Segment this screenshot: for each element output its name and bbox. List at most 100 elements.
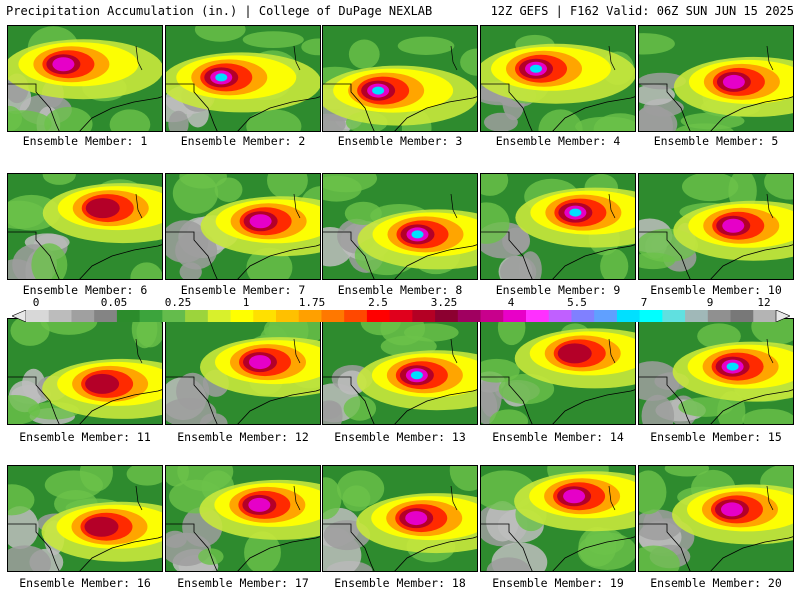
colorbar-segment (685, 310, 709, 322)
light-precip-area (449, 466, 477, 492)
coastline (552, 244, 635, 279)
extreme-precip-core (411, 230, 424, 239)
precip-map (639, 319, 793, 424)
light-precip-area (600, 248, 629, 279)
ensemble-member-map (165, 25, 321, 132)
light-precip-area (497, 319, 526, 346)
ensemble-member-map (480, 25, 636, 132)
colorbar-segment (389, 310, 413, 322)
precip-band (85, 198, 120, 219)
colorbar-tick: 4 (507, 296, 515, 309)
colorbar-segment (139, 310, 163, 322)
colorbar-tick: 7 (640, 296, 648, 309)
light-precip-area (31, 243, 68, 279)
colorbar-segment (503, 310, 527, 322)
state-border (450, 45, 458, 71)
colorbar-segment (185, 310, 209, 322)
member-label: Ensemble Member: 4 (495, 134, 621, 148)
state-border (166, 376, 218, 424)
colorbar-segment (366, 310, 391, 322)
precip-map (166, 466, 320, 571)
precip-band (84, 516, 119, 537)
heavy-precip-core (563, 489, 586, 504)
colorbar-segment (707, 310, 732, 322)
light-precip-area (267, 174, 308, 200)
colorbar-segment (571, 310, 595, 322)
light-precip-area (8, 394, 41, 424)
ensemble-member-map (480, 465, 636, 572)
state-border (608, 338, 616, 364)
coastline (237, 96, 320, 131)
precip-map (323, 319, 477, 424)
coastline (79, 244, 162, 279)
member-label: Ensemble Member: 3 (337, 134, 463, 148)
light-precip-area (323, 477, 342, 520)
ensemble-member-map (322, 25, 478, 132)
state-border (766, 45, 774, 71)
colorbar-tick: 0 (32, 296, 40, 309)
ensemble-member-map (638, 25, 794, 132)
ensemble-member-map (638, 173, 794, 280)
state-border (639, 231, 691, 279)
coastline (552, 389, 635, 424)
coastline (394, 244, 477, 279)
state-border (481, 376, 533, 424)
light-precip-area (244, 531, 281, 571)
dry-area (500, 256, 537, 279)
light-precip-area (214, 177, 243, 202)
colorbar-segment (207, 310, 232, 322)
dry-area (486, 557, 531, 571)
coastline (552, 536, 635, 571)
ensemble-member-map (165, 318, 321, 425)
precip-map (8, 319, 162, 424)
state-border (293, 193, 301, 219)
precip-map (166, 319, 320, 424)
precip-map (8, 466, 162, 571)
light-precip-area (194, 26, 246, 42)
heavy-precip-core (720, 502, 743, 517)
member-label: Ensemble Member: 16 (19, 576, 151, 590)
state-border (323, 523, 375, 571)
light-precip-area (489, 409, 529, 424)
precip-map (8, 26, 162, 131)
state-border (323, 376, 375, 424)
light-precip-area (136, 319, 162, 348)
colorbar-segment (94, 310, 118, 322)
ensemble-member-map (638, 318, 794, 425)
colorbar-segment (548, 310, 572, 322)
coastline (237, 536, 320, 571)
light-precip-area (664, 466, 710, 477)
light-precip-area (242, 31, 304, 49)
state-border (135, 193, 143, 219)
light-precip-area (481, 174, 509, 196)
dry-area (323, 400, 342, 419)
light-precip-area (639, 470, 667, 515)
member-label: Ensemble Member: 6 (22, 283, 148, 297)
member-label: Ensemble Member: 13 (334, 430, 466, 444)
state-border (450, 485, 458, 511)
light-precip-area (301, 38, 320, 56)
state-border (8, 231, 60, 279)
member-label: Ensemble Member: 15 (650, 430, 782, 444)
light-precip-area (337, 470, 385, 507)
colorbar-tick: 2.5 (368, 296, 388, 309)
coastline (710, 96, 793, 131)
light-precip-area (323, 175, 362, 202)
light-precip-area (126, 466, 162, 486)
light-precip-area (79, 466, 113, 492)
state-border (608, 193, 616, 219)
precip-map (481, 174, 635, 279)
light-precip-area (639, 545, 680, 571)
extreme-precip-core (410, 371, 423, 380)
map-title: Precipitation Accumulation (in.) | Colle… (6, 4, 433, 18)
precip-map (8, 174, 162, 279)
colorbar-tick: 1.75 (298, 296, 326, 309)
colorbar-tick: 12 (757, 296, 771, 309)
precip-map (481, 319, 635, 424)
extreme-precip-core (726, 362, 739, 371)
precip-map (639, 466, 793, 571)
dry-area (168, 110, 189, 131)
colorbar-segment (276, 310, 300, 322)
dry-area (641, 394, 675, 424)
colorbar-segment (730, 310, 754, 322)
